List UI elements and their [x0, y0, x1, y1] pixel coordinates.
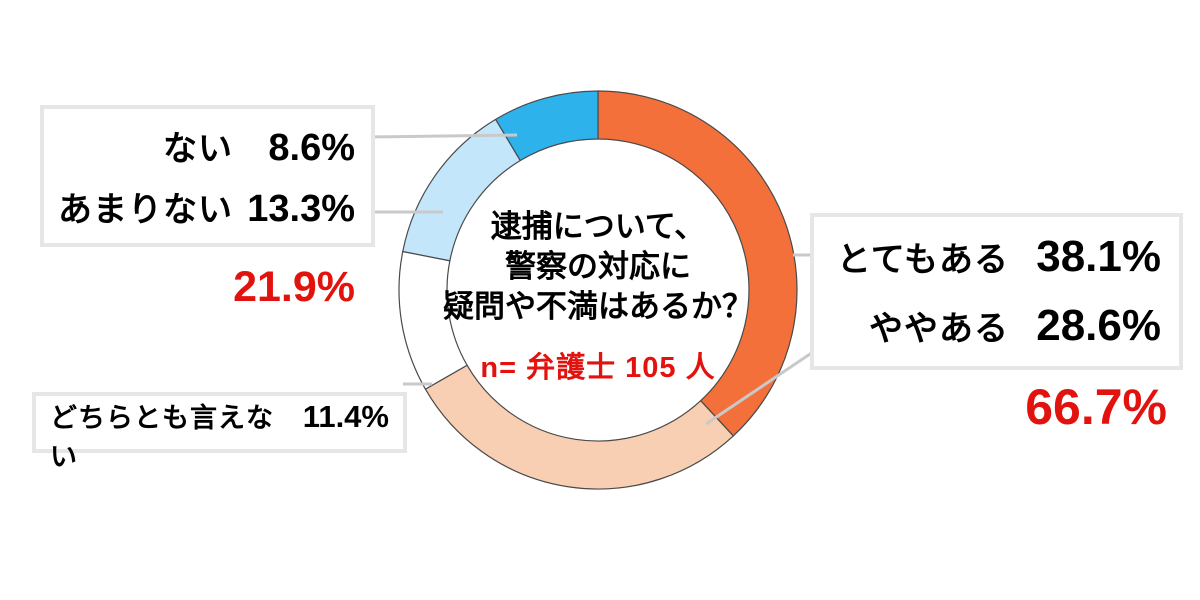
legend-label-yaya-aru: ややある	[869, 309, 1009, 348]
donut-center-text: 逮捕について、 警察の対応に 疑問や不満はあるか？ n= 弁護士 105 人	[418, 207, 778, 386]
question-line-3: 疑問や不満はあるか？	[443, 289, 753, 324]
legend-box-neutral: どちらとも言えない 11.4%	[32, 392, 407, 472]
legend-label-amari-nai: あまりない	[58, 191, 233, 229]
question-line-2: 警察の対応に	[505, 249, 691, 284]
positive-group-total: 66.7%	[1025, 379, 1167, 435]
legend-label-nai: ない	[163, 130, 233, 168]
negative-group-total: 21.9%	[233, 263, 355, 311]
legend-row-totemo-aru: とてもある 38.1%	[824, 232, 1161, 282]
legend-box-negative: ない 8.6% あまりない 13.3%	[40, 105, 375, 247]
legend-value-nai: 8.6%	[268, 127, 355, 169]
legend-value-yaya-aru: 28.6%	[1036, 300, 1161, 350]
leader-line-yaya-aru	[705, 350, 814, 426]
leader-line-nai	[367, 133, 518, 139]
legend-value-amari-nai: 13.3%	[247, 188, 355, 230]
legend-box-positive: とてもある 38.1% ややある 28.6%	[810, 213, 1183, 370]
sample-size-note: n= 弁護士 105 人	[480, 352, 716, 384]
question-line-1: 逮捕について、	[490, 209, 706, 244]
legend-row-nai: ない 8.6%	[54, 121, 355, 170]
legend-row-yaya-aru: ややある 28.6%	[824, 301, 1161, 351]
legend-label-totemo-aru: とてもある	[836, 241, 1009, 280]
legend-value-totemo-aru: 38.1%	[1036, 232, 1161, 282]
legend-label-dochira: どちらとも言えない	[50, 403, 274, 472]
legend-value-dochira: 11.4%	[302, 399, 389, 434]
donut-segment-totemo-aru	[597, 90, 798, 437]
donut-segment-nai	[495, 90, 599, 162]
donut-segments	[398, 90, 798, 490]
legend-row-amari-nai: あまりない 13.3%	[54, 182, 355, 231]
